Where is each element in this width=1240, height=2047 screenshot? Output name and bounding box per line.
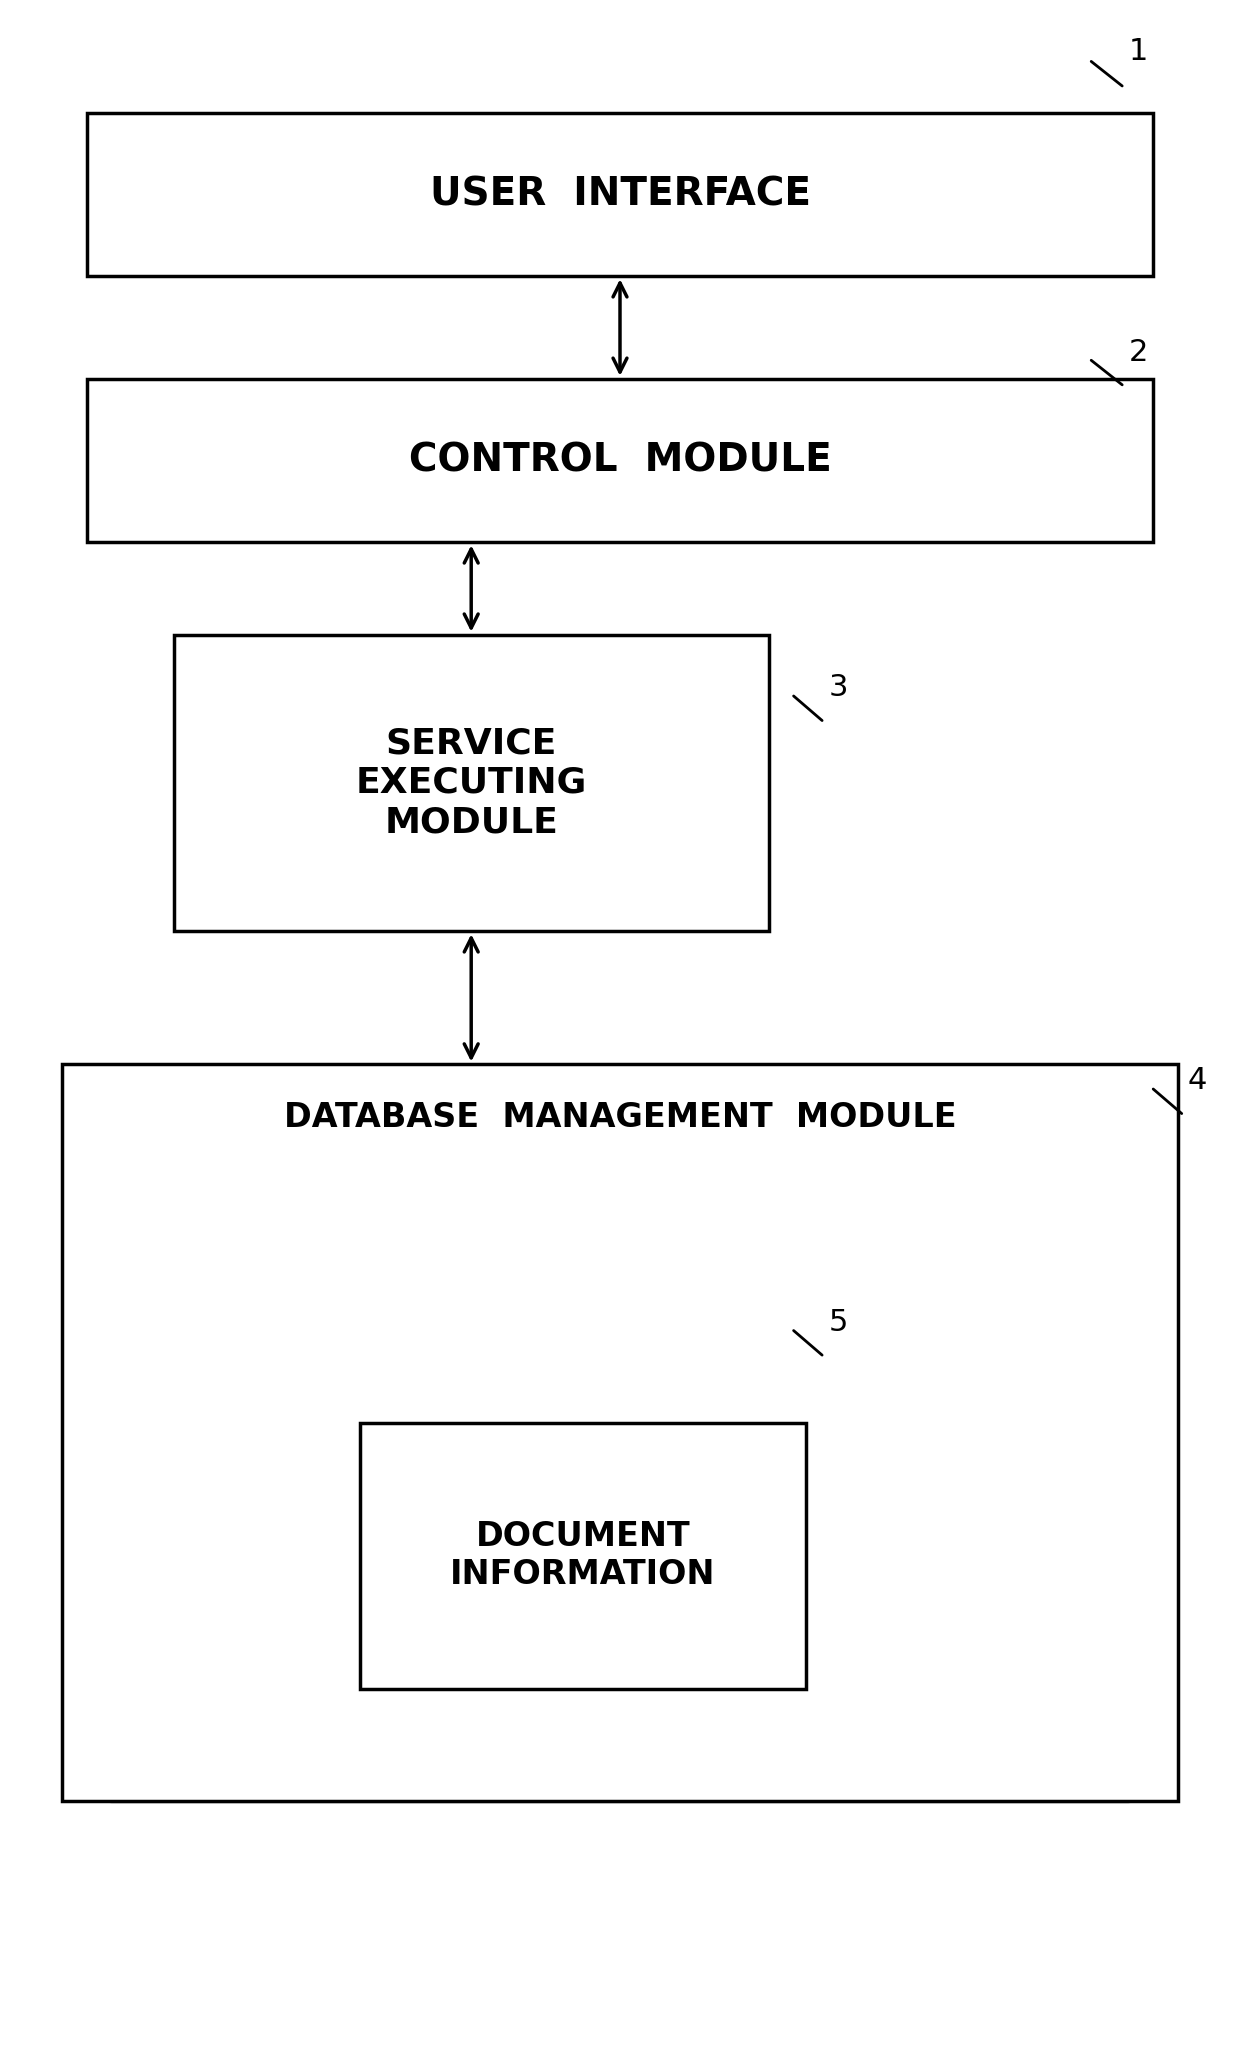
Text: SERVICE
EXECUTING
MODULE: SERVICE EXECUTING MODULE xyxy=(356,727,587,839)
Bar xyxy=(87,113,1153,276)
Bar xyxy=(360,1423,806,1689)
Text: USER  INTERFACE: USER INTERFACE xyxy=(429,176,811,213)
FancyBboxPatch shape xyxy=(93,1105,1147,1801)
Text: 3: 3 xyxy=(828,673,848,702)
Text: 5: 5 xyxy=(828,1308,848,1337)
Text: DATABASE  MANAGEMENT  MODULE: DATABASE MANAGEMENT MODULE xyxy=(284,1101,956,1134)
Bar xyxy=(174,635,769,931)
Text: 4: 4 xyxy=(1188,1066,1208,1095)
Text: DOCUMENT
INFORMATION: DOCUMENT INFORMATION xyxy=(450,1521,715,1591)
Bar xyxy=(87,379,1153,542)
Text: 2: 2 xyxy=(1128,338,1148,366)
Text: 1: 1 xyxy=(1128,37,1148,66)
Text: CONTROL  MODULE: CONTROL MODULE xyxy=(409,442,831,479)
Bar xyxy=(62,1064,1178,1801)
